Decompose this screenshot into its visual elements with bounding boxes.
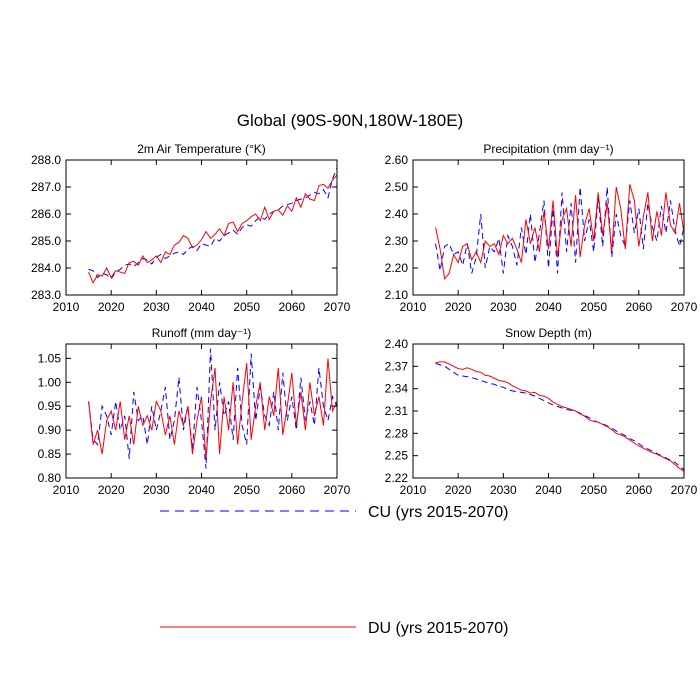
x-tick-label-snow-depth-2060: 2060 [625, 483, 652, 497]
y-tick-label-snow-depth-6: 2.40 [385, 337, 409, 351]
x-tick-label-temperature-2070: 2070 [324, 300, 351, 314]
legend-label-cu: CU (yrs 2015-2070) [368, 504, 509, 521]
x-tick-label-temperature-2050: 2050 [233, 300, 260, 314]
x-tick-label-precipitation-2040: 2040 [535, 300, 562, 314]
x-tick-label-temperature-2040: 2040 [188, 300, 215, 314]
x-tick-label-precipitation-2060: 2060 [625, 300, 652, 314]
y-tick-label-snow-depth-0: 2.22 [385, 471, 409, 485]
x-tick-label-snow-depth-2050: 2050 [580, 483, 607, 497]
panel-title-temperature: 2m Air Temperature (°K) [137, 142, 266, 156]
x-tick-label-runoff-2060: 2060 [278, 483, 305, 497]
x-tick-label-temperature-2010: 2010 [53, 300, 80, 314]
y-tick-label-snow-depth-1: 2.25 [385, 449, 409, 463]
x-tick-label-runoff-2050: 2050 [233, 483, 260, 497]
x-tick-label-precipitation-2050: 2050 [580, 300, 607, 314]
panel-title-precipitation: Precipitation (mm day⁻¹) [483, 142, 613, 156]
y-tick-label-runoff-4: 1.00 [38, 375, 62, 389]
y-tick-label-runoff-2: 0.90 [38, 423, 62, 437]
x-tick-label-runoff-2070: 2070 [324, 483, 351, 497]
panel-temperature: 2m Air Temperature (°K) 2010 2020 2030 2040 2… [31, 142, 351, 314]
y-tick-label-temperature-3: 286.0 [31, 207, 61, 221]
y-tick-label-temperature-5: 288.0 [31, 153, 61, 167]
x-tick-label-snow-depth-2030: 2030 [490, 483, 517, 497]
y-tick-label-runoff-0: 0.80 [38, 471, 62, 485]
x-tick-label-precipitation-2010: 2010 [400, 300, 427, 314]
panel-title-snow-depth: Snow Depth (m) [505, 326, 592, 340]
x-tick-label-temperature-2030: 2030 [143, 300, 170, 314]
x-tick-label-runoff-2020: 2020 [98, 483, 125, 497]
x-tick-label-temperature-2060: 2060 [278, 300, 305, 314]
series-line-cu-temperature [88, 167, 338, 280]
series-line-du-snow-depth [435, 361, 685, 472]
y-tick-label-snow-depth-5: 2.37 [385, 359, 409, 373]
panels-group: 2m Air Temperature (°K) 2010 2020 2030 2040 2… [31, 142, 698, 497]
series-line-cu-snow-depth [435, 362, 685, 471]
y-tick-label-temperature-1: 284.0 [31, 261, 61, 275]
x-tick-label-precipitation-2020: 2020 [445, 300, 472, 314]
chart-title: Global (90S-90N,180W-180E) [237, 111, 463, 130]
x-tick-label-snow-depth-2040: 2040 [535, 483, 562, 497]
y-tick-label-snow-depth-3: 2.31 [385, 404, 409, 418]
x-tick-label-precipitation-2030: 2030 [490, 300, 517, 314]
x-tick-label-temperature-2020: 2020 [98, 300, 125, 314]
x-tick-label-snow-depth-2070: 2070 [671, 483, 698, 497]
y-tick-label-snow-depth-2: 2.28 [385, 426, 409, 440]
y-tick-label-temperature-2: 285.0 [31, 234, 61, 248]
series-line-cu-runoff [88, 348, 338, 469]
y-tick-label-precipitation-3: 2.40 [385, 207, 409, 221]
y-tick-label-precipitation-0: 2.10 [385, 288, 409, 302]
panel-precipitation: Precipitation (mm day⁻¹) 2010 2020 2030 2040… [385, 142, 698, 314]
panel-runoff: Runoff (mm day⁻¹) 2010 2020 2030 2040 2050 206… [38, 326, 351, 497]
x-tick-label-runoff-2040: 2040 [188, 483, 215, 497]
y-tick-label-runoff-1: 0.85 [38, 447, 62, 461]
y-tick-label-precipitation-4: 2.50 [385, 180, 409, 194]
y-tick-label-snow-depth-4: 2.34 [385, 382, 409, 396]
series-line-du-temperature [88, 174, 338, 284]
series-line-du-precipitation [435, 184, 685, 280]
x-tick-label-precipitation-2070: 2070 [671, 300, 698, 314]
panel-title-runoff: Runoff (mm day⁻¹) [152, 326, 251, 340]
x-tick-label-runoff-2030: 2030 [143, 483, 170, 497]
legend: CU (yrs 2015-2070) DU (yrs 2015-2070) [160, 504, 509, 637]
x-tick-label-snow-depth-2020: 2020 [445, 483, 472, 497]
y-tick-label-runoff-3: 0.95 [38, 399, 62, 413]
x-tick-label-snow-depth-2010: 2010 [400, 483, 427, 497]
panel-snow-depth: Snow Depth (m) 2010 2020 2030 2040 2050 2060 20… [385, 326, 698, 497]
legend-label-du: DU (yrs 2015-2070) [368, 620, 509, 637]
series-line-du-runoff [88, 358, 338, 459]
series-line-cu-precipitation [435, 186, 685, 274]
y-tick-label-runoff-5: 1.05 [38, 351, 62, 365]
y-tick-label-temperature-0: 283.0 [31, 288, 61, 302]
x-tick-label-runoff-2010: 2010 [53, 483, 80, 497]
y-tick-label-precipitation-2: 2.30 [385, 234, 409, 248]
y-tick-label-temperature-4: 287.0 [31, 180, 61, 194]
y-tick-label-precipitation-1: 2.20 [385, 261, 409, 275]
y-tick-label-precipitation-5: 2.60 [385, 153, 409, 167]
